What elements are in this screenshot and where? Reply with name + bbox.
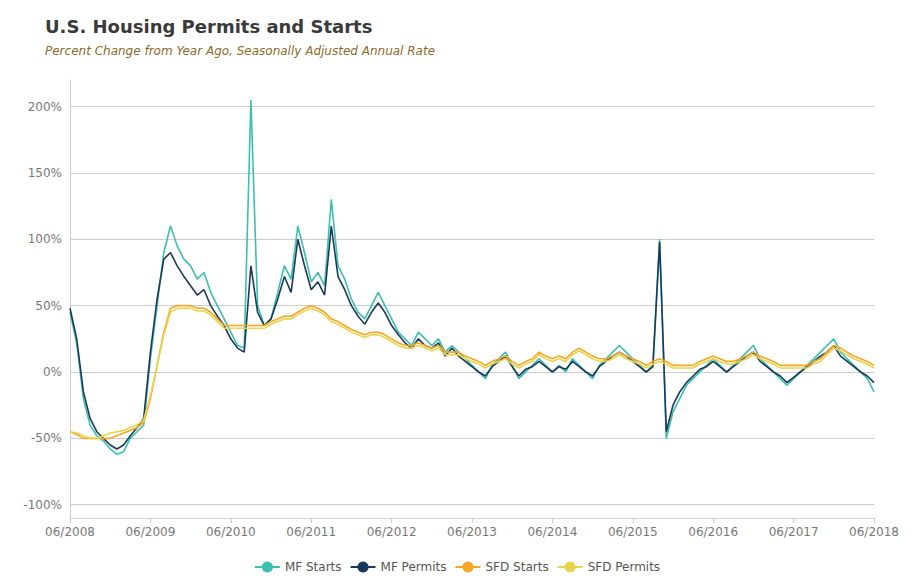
svg-text:06/2015: 06/2015 [608,525,658,539]
svg-text:150%: 150% [28,166,62,180]
svg-text:06/2012: 06/2012 [367,525,417,539]
svg-text:U.S. Housing Permits and Start: U.S. Housing Permits and Starts [45,16,372,37]
svg-text:06/2014: 06/2014 [527,525,577,539]
svg-text:06/2011: 06/2011 [286,525,336,539]
svg-text:200%: 200% [28,100,62,114]
svg-text:06/2017: 06/2017 [769,525,819,539]
svg-text:06/2009: 06/2009 [125,525,175,539]
svg-text:06/2010: 06/2010 [206,525,256,539]
svg-text:MF Permits: MF Permits [381,560,447,574]
svg-text:06/2016: 06/2016 [688,525,738,539]
svg-text:06/2008: 06/2008 [45,525,95,539]
svg-text:06/2018: 06/2018 [849,525,899,539]
svg-text:Percent Change from Year Ago,: Percent Change from Year Ago, Seasonally… [45,44,435,58]
svg-text:0%: 0% [43,365,62,379]
svg-text:06/2013: 06/2013 [447,525,497,539]
svg-text:SFD Starts: SFD Starts [485,560,548,574]
svg-text:SFD Permits: SFD Permits [588,560,660,574]
svg-text:-100%: -100% [23,498,62,512]
svg-text:-50%: -50% [31,431,62,445]
svg-text:100%: 100% [28,232,62,246]
svg-text:MF Starts: MF Starts [285,560,342,574]
svg-text:50%: 50% [35,299,62,313]
